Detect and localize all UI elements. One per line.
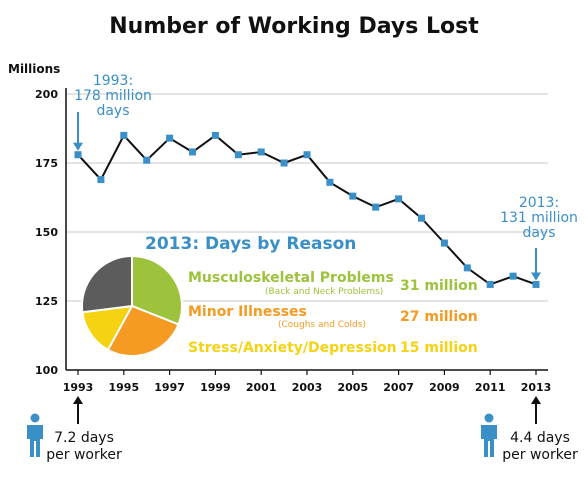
reason-value-musculoskeletal: 31 million [400, 278, 478, 294]
data-point [211, 131, 219, 139]
data-point [143, 156, 151, 164]
reason-value-minor-illnesses: 27 million [400, 309, 478, 325]
reason-label-minor-illnesses: Minor Illnesses [188, 304, 307, 320]
start-annotation-arrow-head [73, 142, 83, 151]
x-tick-label: 2011 [475, 381, 506, 394]
reason-label-musculoskeletal: Musculoskeletal Problems [188, 270, 394, 286]
pie-slice-remainder [81, 254, 133, 314]
x-tick-label: 1993 [63, 381, 94, 394]
pie-chart [81, 254, 183, 357]
end-worker-line: per worker [502, 447, 578, 463]
end-annotation-line: 131 million [500, 210, 578, 226]
start-worker-arrow-head [73, 396, 83, 404]
data-point [257, 148, 265, 156]
data-point [486, 280, 494, 288]
data-point [349, 192, 357, 200]
data-point [97, 176, 105, 184]
data-point [372, 203, 380, 211]
person-icon [27, 413, 43, 457]
reason-sublabel-minor-illnesses: (Coughs and Colds) [278, 320, 366, 330]
start-worker-line: per worker [46, 447, 122, 463]
data-point [234, 151, 242, 159]
start-annotation: 1993: 178 million days [66, 74, 160, 119]
y-tick-label: 125 [35, 295, 58, 308]
x-tick-label: 2005 [337, 381, 368, 394]
end-worker-caption: 4.4 days per worker [500, 430, 580, 464]
x-tick-label: 2007 [383, 381, 414, 394]
reason-label-stress: Stress/Anxiety/Depression [188, 340, 397, 356]
data-point [326, 178, 334, 186]
person-icon [481, 413, 497, 457]
data-point [189, 148, 196, 156]
chart-title: Number of Working Days Lost [109, 14, 479, 39]
start-annotation-line: days [96, 103, 130, 119]
start-annotation-line: 178 million [74, 88, 152, 104]
reason-value-stress: 15 million [400, 340, 478, 356]
y-tick-label: 150 [35, 226, 58, 239]
end-annotation: 2013: 131 million days [496, 196, 582, 241]
data-point [166, 134, 174, 142]
data-point [532, 280, 540, 288]
y-axis-units-label: Millions [8, 62, 61, 76]
x-tick-label: 2009 [429, 381, 460, 394]
data-point [280, 159, 288, 167]
end-annotation-arrow-head [531, 272, 541, 281]
x-tick-label: 1995 [108, 381, 139, 394]
x-tick-label: 2013 [521, 381, 552, 394]
pie-title: 2013: Days by Reason [145, 234, 357, 254]
data-point [120, 131, 128, 139]
y-tick-label: 200 [35, 88, 58, 101]
x-tick-label: 1997 [154, 381, 185, 394]
x-axis-ticks: 1993 1995 1997 1999 2001 2003 2005 2007 2009 2011… [63, 370, 552, 394]
y-axis-ticks: 100 125 150 175 200 [35, 88, 58, 377]
start-worker-line: 7.2 days [54, 430, 114, 446]
worker-icons [27, 413, 497, 457]
end-annotation-line: 2013: [518, 195, 560, 211]
data-point [463, 264, 471, 272]
data-point [440, 239, 448, 247]
data-point [303, 151, 311, 159]
x-tick-label: 1999 [200, 381, 231, 394]
data-point [74, 151, 82, 159]
start-worker-caption: 7.2 days per worker [44, 430, 124, 464]
end-annotation-line: days [522, 225, 556, 241]
data-point [509, 272, 517, 280]
reason-sublabel-musculoskeletal: (Back and Neck Problems) [265, 287, 384, 297]
x-tick-label: 2003 [292, 381, 323, 394]
pie-slice [131, 254, 183, 326]
end-worker-line: 4.4 days [510, 430, 570, 446]
end-worker-arrow-head [531, 396, 541, 404]
y-tick-label: 175 [35, 157, 58, 170]
data-point [395, 195, 403, 203]
x-tick-label: 2001 [246, 381, 277, 394]
y-tick-label: 100 [35, 364, 58, 377]
start-annotation-line: 1993: [92, 73, 134, 89]
annotation-arrows [73, 112, 541, 424]
series-markers [74, 131, 540, 288]
data-point [418, 214, 425, 222]
